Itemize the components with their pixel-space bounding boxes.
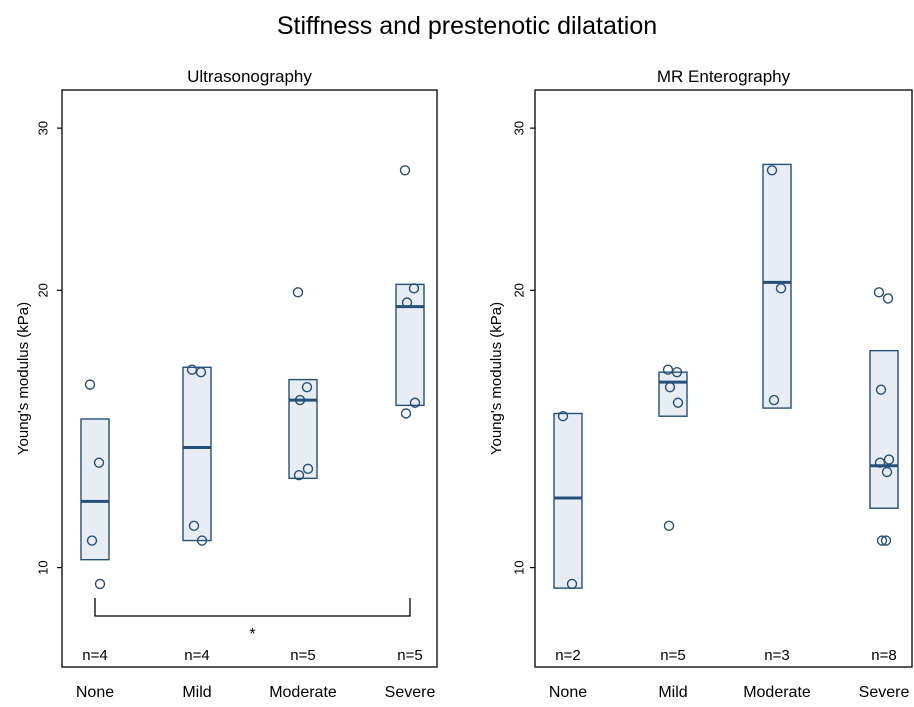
data-point bbox=[399, 165, 411, 176]
data-point bbox=[301, 381, 313, 393]
plot-frame bbox=[61, 89, 438, 668]
y-tick-label: 10 bbox=[35, 560, 50, 574]
data-point bbox=[672, 397, 684, 408]
data-point bbox=[86, 535, 98, 546]
panel-title: Ultrasonography bbox=[187, 67, 312, 86]
data-point bbox=[292, 287, 304, 298]
count-label: n=5 bbox=[290, 647, 315, 664]
count-label: n=2 bbox=[555, 647, 580, 664]
x-tick-label: Moderate bbox=[743, 684, 811, 701]
box-none bbox=[80, 418, 110, 561]
data-point bbox=[196, 535, 208, 546]
data-point bbox=[566, 578, 578, 590]
data-point bbox=[94, 578, 106, 590]
data-point bbox=[882, 293, 894, 304]
x-tick-label: None bbox=[76, 684, 114, 701]
panel-mr-enterography: MR Enterography Young's modulus (kPa) 10 20… bbox=[488, 67, 913, 701]
plot-frame bbox=[534, 89, 913, 668]
x-tick-label: None bbox=[549, 684, 587, 701]
data-point bbox=[557, 411, 569, 422]
data-point bbox=[880, 535, 892, 546]
data-point bbox=[876, 535, 888, 546]
data-point bbox=[874, 457, 886, 468]
x-tick-label: Severe bbox=[859, 684, 910, 701]
count-label: n=3 bbox=[764, 647, 789, 664]
box-mild bbox=[182, 366, 212, 542]
count-label: n=4 bbox=[82, 647, 107, 664]
data-point bbox=[400, 408, 412, 419]
data-point bbox=[883, 454, 895, 465]
x-tick-label: Moderate bbox=[269, 684, 337, 701]
data-point bbox=[93, 457, 105, 468]
data-point bbox=[409, 397, 421, 408]
count-label: n=8 bbox=[871, 647, 896, 664]
box-severe bbox=[869, 349, 899, 509]
data-point bbox=[664, 381, 676, 393]
data-point bbox=[671, 366, 683, 378]
data-point bbox=[663, 520, 675, 532]
count-label: n=5 bbox=[660, 647, 685, 664]
y-tick-label: 10 bbox=[511, 560, 526, 574]
x-tick-label: Mild bbox=[658, 684, 687, 701]
box-moderate bbox=[288, 378, 318, 480]
figure-title: Stiffness and prestenotic dilatation bbox=[277, 12, 657, 40]
box-severe bbox=[395, 283, 425, 407]
data-point bbox=[408, 283, 420, 294]
significance-bracket bbox=[94, 598, 411, 617]
y-tick-label: 20 bbox=[511, 283, 526, 297]
x-tick-label: Mild bbox=[182, 684, 211, 701]
box-none bbox=[553, 412, 583, 589]
y-tick-label: 30 bbox=[35, 121, 50, 135]
data-point bbox=[873, 287, 885, 298]
data-point bbox=[84, 379, 96, 390]
significance-label: * bbox=[249, 626, 255, 643]
data-point bbox=[293, 469, 305, 481]
y-tick-label: 30 bbox=[511, 121, 526, 135]
data-point bbox=[188, 520, 200, 532]
count-label: n=4 bbox=[184, 647, 209, 664]
y-axis-label: Young's modulus (kPa) bbox=[488, 302, 505, 455]
data-point bbox=[294, 394, 306, 406]
data-point bbox=[881, 466, 893, 478]
data-point bbox=[766, 165, 778, 176]
data-point bbox=[195, 366, 207, 378]
data-point bbox=[775, 283, 787, 294]
data-point bbox=[875, 384, 887, 395]
y-tick-label: 20 bbox=[35, 283, 50, 297]
data-point bbox=[302, 463, 314, 475]
panels: Ultrasonography Young's modulus (kPa) 10 20… bbox=[15, 67, 913, 701]
data-point bbox=[768, 394, 780, 406]
x-tick-label: Severe bbox=[385, 684, 436, 701]
panel-title: MR Enterography bbox=[657, 67, 791, 86]
y-axis-label: Young's modulus (kPa) bbox=[15, 302, 32, 455]
box-mild bbox=[658, 371, 688, 417]
data-point bbox=[401, 297, 413, 308]
panel-ultrasonography: Ultrasonography Young's modulus (kPa) 10 20… bbox=[15, 67, 438, 701]
count-label: n=5 bbox=[397, 647, 422, 664]
